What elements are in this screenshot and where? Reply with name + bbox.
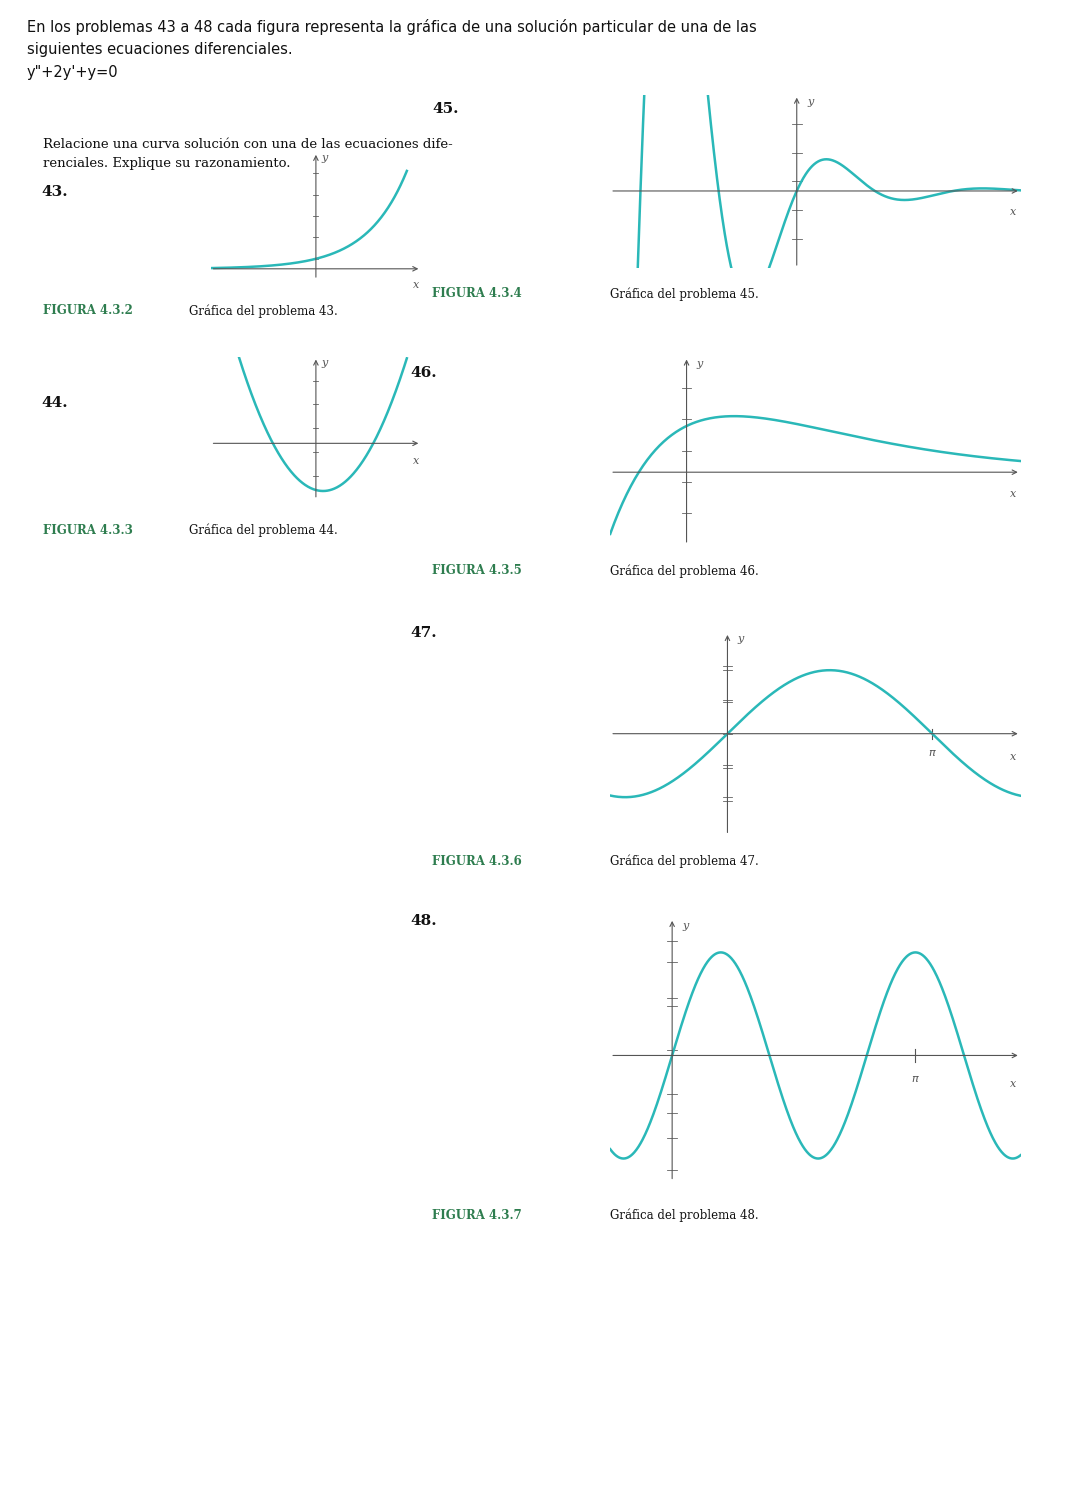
Text: $\pi$: $\pi$ bbox=[928, 748, 936, 759]
Text: y: y bbox=[738, 634, 744, 644]
Text: 45.: 45. bbox=[432, 102, 459, 116]
Text: x: x bbox=[1010, 206, 1016, 217]
Text: 43.: 43. bbox=[41, 185, 68, 199]
Text: FIGURA 4.3.7: FIGURA 4.3.7 bbox=[432, 1209, 522, 1222]
Text: FIGURA 4.3.6: FIGURA 4.3.6 bbox=[432, 855, 522, 868]
Text: x: x bbox=[413, 456, 419, 467]
Text: Relacione una curva solución con una de las ecuaciones dife-
renciales. Explique: Relacione una curva solución con una de … bbox=[43, 138, 453, 170]
Text: y: y bbox=[321, 154, 327, 163]
Text: Gráfica del problema 46.: Gráfica del problema 46. bbox=[610, 564, 759, 578]
Text: x: x bbox=[1010, 752, 1016, 762]
Text: x: x bbox=[1010, 1079, 1016, 1090]
Text: Gráfica del problema 43.: Gráfica del problema 43. bbox=[189, 304, 338, 318]
Text: y: y bbox=[683, 921, 689, 930]
Text: En los problemas 43 a 48 cada figura representa la gráfica de una solución parti: En los problemas 43 a 48 cada figura rep… bbox=[27, 18, 757, 35]
Text: Gráfica del problema 44.: Gráfica del problema 44. bbox=[189, 524, 338, 537]
Text: FIGURA 4.3.2: FIGURA 4.3.2 bbox=[43, 304, 133, 318]
Text: FIGURA 4.3.5: FIGURA 4.3.5 bbox=[432, 564, 522, 578]
Text: y"+2y'+y=0: y"+2y'+y=0 bbox=[27, 65, 119, 80]
Text: Gráfica del problema 45.: Gráfica del problema 45. bbox=[610, 287, 759, 301]
Text: FIGURA 4.3.3: FIGURA 4.3.3 bbox=[43, 524, 133, 537]
Text: y: y bbox=[697, 358, 703, 369]
Text: 48.: 48. bbox=[410, 914, 437, 927]
Text: x: x bbox=[413, 280, 419, 290]
Text: $\pi$: $\pi$ bbox=[912, 1075, 920, 1084]
Text: x: x bbox=[1010, 489, 1016, 500]
Text: 44.: 44. bbox=[41, 396, 68, 409]
Text: FIGURA 4.3.4: FIGURA 4.3.4 bbox=[432, 287, 522, 301]
Text: y: y bbox=[321, 358, 327, 369]
Text: 46.: 46. bbox=[410, 366, 437, 379]
Text: siguientes ecuaciones diferenciales.: siguientes ecuaciones diferenciales. bbox=[27, 42, 293, 57]
Text: 47.: 47. bbox=[410, 626, 437, 640]
Text: Gráfica del problema 47.: Gráfica del problema 47. bbox=[610, 855, 759, 868]
Text: y: y bbox=[807, 96, 813, 107]
Text: Gráfica del problema 48.: Gráfica del problema 48. bbox=[610, 1209, 759, 1222]
